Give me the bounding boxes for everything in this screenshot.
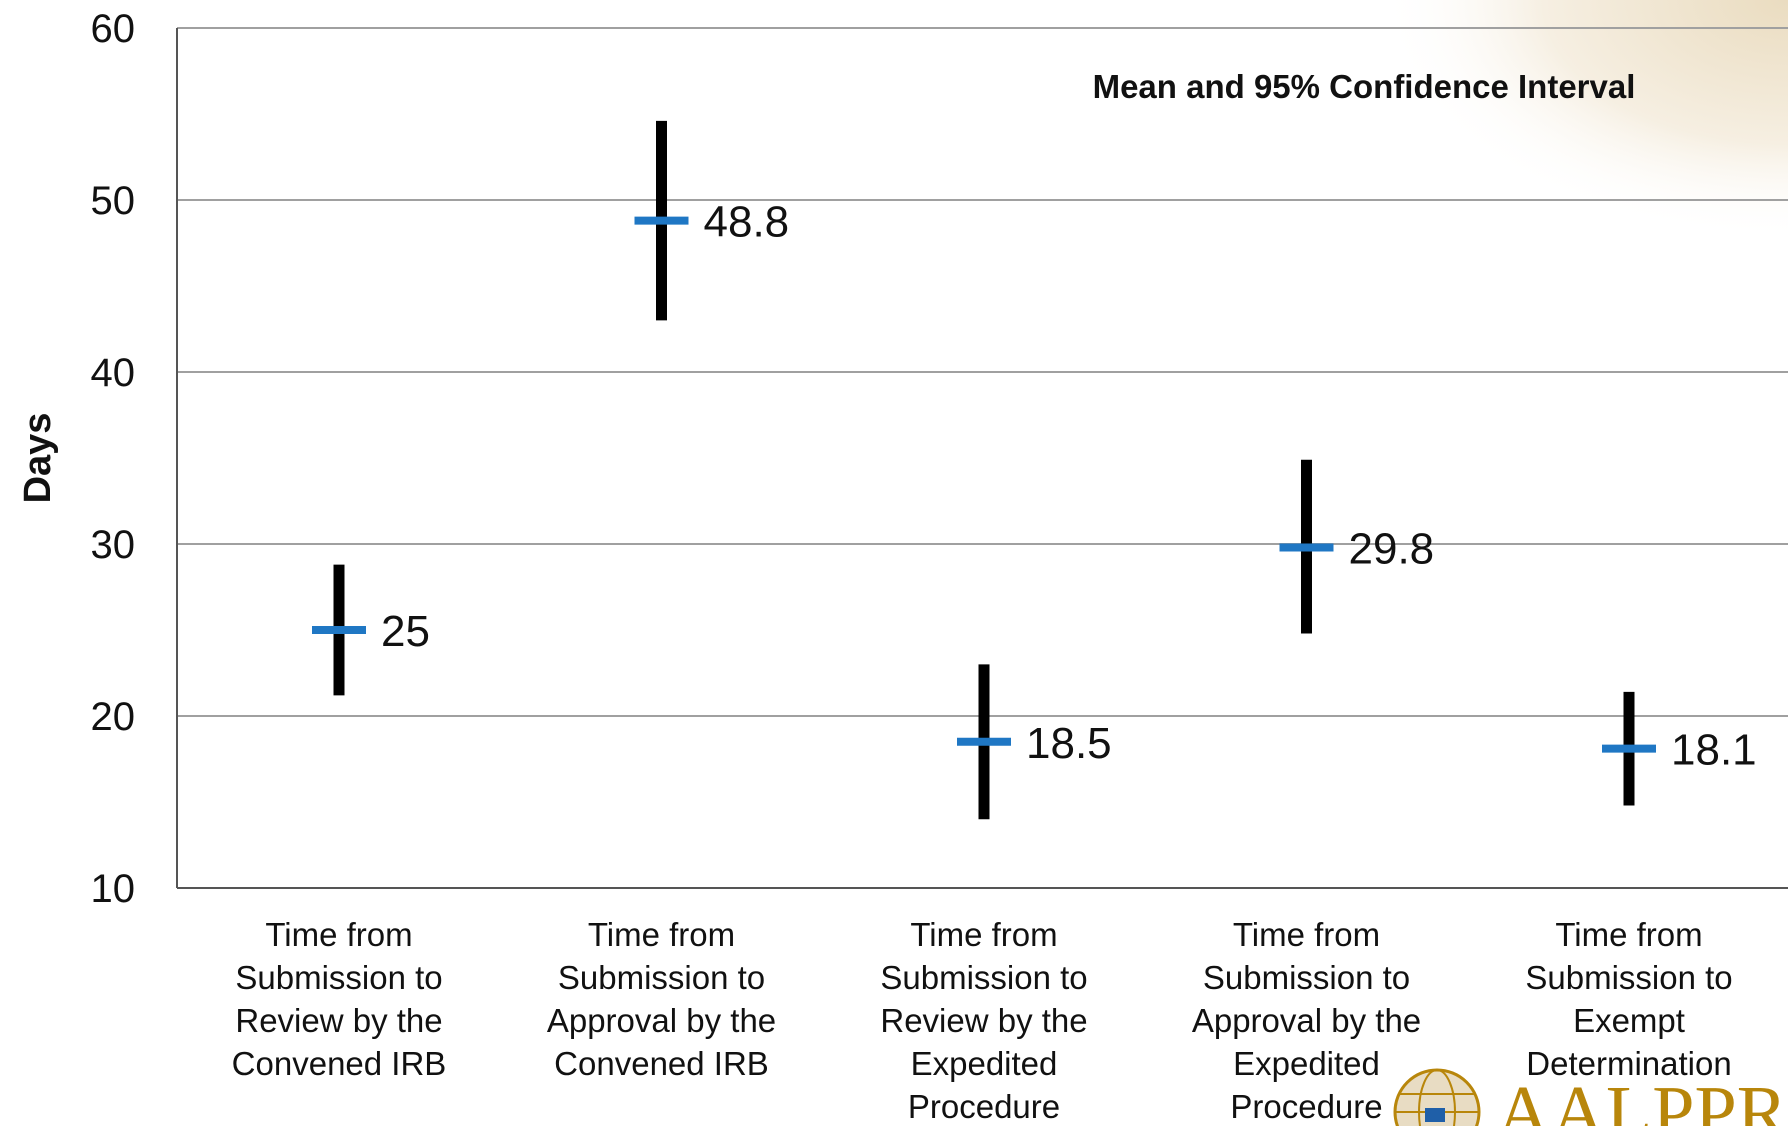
mean-value-label: 18.5 [1026, 719, 1112, 768]
x-category-label: Time from Submission to Approval by the Exp… [1192, 916, 1421, 1125]
y-tick-label: 30 [91, 523, 136, 567]
y-tick-labels: 10 20 30 40 50 60 [91, 7, 136, 911]
x-category-label: Time from Submission to Review by the Exped… [880, 916, 1087, 1125]
y-tick-label: 20 [91, 695, 136, 739]
y-axis-label: Days [17, 413, 59, 504]
x-category-label-line: Time from [1555, 916, 1702, 953]
x-category-label-line: Time from [1233, 916, 1380, 953]
y-tick-label: 50 [91, 179, 136, 223]
x-category-label-line: Review by the [880, 1002, 1087, 1039]
x-category-label-line: Determination [1526, 1045, 1731, 1082]
grid [177, 27, 1788, 717]
mean-value-label: 25 [381, 607, 430, 656]
mean-value-label: 29.8 [1349, 524, 1435, 573]
mean-value-label: 18.1 [1671, 726, 1757, 775]
mean-value-label: 48.8 [704, 198, 790, 247]
x-category-label-line: Convened IRB [232, 1045, 447, 1082]
x-category-label-line: Review by the [235, 1002, 442, 1039]
x-category-label-line: Time from [265, 916, 412, 953]
x-category-label-line: Submission to [880, 959, 1087, 996]
x-category-label-line: Procedure [1230, 1088, 1382, 1125]
x-category-label-line: Expedited [911, 1045, 1058, 1082]
x-category-label-line: Submission to [1525, 959, 1732, 996]
x-category-label: Time from Submission to Approval by the Con… [547, 916, 776, 1082]
x-category-label-line: Expedited [1233, 1045, 1380, 1082]
x-category-label-line: Exempt [1573, 1002, 1685, 1039]
x-category-label-line: Submission to [235, 959, 442, 996]
logo: AALPPR [1393, 1068, 1788, 1126]
x-category-label: Time from Submission to Review by the Conve… [232, 916, 447, 1082]
x-category-label-line: Time from [588, 916, 735, 953]
x-category-label-line: Approval by the [547, 1002, 776, 1039]
axes [176, 28, 1788, 889]
y-tick-label: 60 [91, 7, 136, 51]
x-category-label-line: Convened IRB [554, 1045, 769, 1082]
x-category-label-line: Submission to [1203, 959, 1410, 996]
x-category-label: Time from Submission to Exempt Determinatio… [1525, 916, 1732, 1082]
category-labels: Time from Submission to Review by the Conve… [232, 916, 1733, 1125]
chart-annotation: Mean and 95% Confidence Interval [1093, 68, 1636, 105]
y-tick-label: 10 [91, 867, 136, 911]
marks: 25 48.8 18.5 29.8 18.1 [312, 120, 1757, 820]
x-category-label-line: Submission to [558, 959, 765, 996]
x-category-label-line: Time from [910, 916, 1057, 953]
y-tick-label: 40 [91, 351, 136, 395]
background-decoration [1380, 0, 1788, 240]
x-category-label-line: Approval by the [1192, 1002, 1421, 1039]
logo-text: AALPPR [1496, 1071, 1788, 1126]
globe-logo-icon [1393, 1068, 1481, 1126]
x-category-label-line: Procedure [908, 1088, 1060, 1125]
